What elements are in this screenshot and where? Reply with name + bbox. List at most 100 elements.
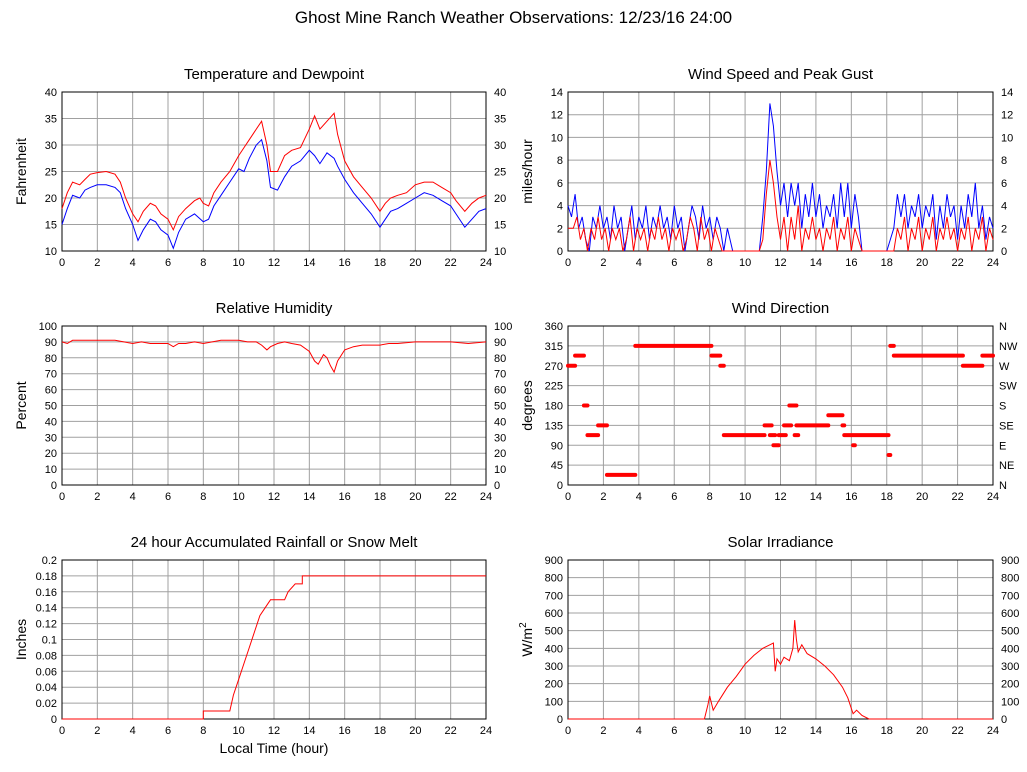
rh-rtick-label-8: 80 (494, 353, 506, 365)
rh-y-axis-label: Percent (13, 381, 29, 429)
wind-series-line-1 (568, 160, 994, 252)
dir-plot-frame (567, 325, 994, 486)
dir-ytick-label-5: 225 (545, 381, 563, 393)
solar-xtick-label-3: 6 (671, 725, 677, 737)
wind-xtick-label-10: 20 (916, 257, 928, 269)
rh-xtick-label-12: 24 (480, 491, 492, 503)
wind-xtick-label-6: 12 (774, 257, 786, 269)
rh-rtick-label-9: 90 (494, 337, 506, 349)
wind-xtick-label-4: 8 (707, 257, 713, 269)
solar-series-line-0 (568, 620, 993, 720)
rain-ytick-label-6: 0.12 (36, 619, 57, 631)
temp-rtick-label-2: 20 (494, 193, 506, 205)
solar-ytick-label-5: 500 (545, 626, 563, 638)
solar-xtick-label-2: 4 (636, 725, 642, 737)
solar-ytick-label-0: 0 (557, 714, 563, 726)
dir-xtick-label-8: 16 (845, 491, 857, 503)
rain-ytick-label-3: 0.06 (36, 666, 57, 678)
rh-ytick-label-8: 80 (45, 353, 57, 365)
dir-xtick-label-0: 0 (565, 491, 571, 503)
temp-ytick-label-2: 20 (45, 193, 57, 205)
rh-plot-frame (61, 325, 487, 486)
rh-xtick-label-2: 4 (130, 491, 136, 503)
solar-y-axis-label-superscript: 2 (518, 622, 529, 628)
dir-xtick-label-5: 10 (739, 491, 751, 503)
dir-ytick-label-3: 135 (545, 420, 563, 432)
wind-xtick-label-11: 22 (951, 257, 963, 269)
solar-ytick-label-2: 200 (545, 679, 563, 691)
rain-ytick-label-9: 0.18 (36, 571, 57, 583)
rain-xtick-label-11: 22 (445, 725, 457, 737)
dir-right-label-4: S (999, 401, 1006, 413)
rh-xtick-label-9: 18 (374, 491, 386, 503)
dir-ytick-label-8: 360 (545, 321, 563, 333)
wind-y-axis-label: miles/hour (519, 139, 535, 204)
wind-rtick-label-4: 8 (1001, 155, 1007, 167)
dir-xtick-label-4: 8 (707, 491, 713, 503)
solar-xtick-label-7: 14 (810, 725, 822, 737)
rh-ytick-label-6: 60 (45, 385, 57, 397)
rh-rtick-label-1: 10 (494, 464, 506, 476)
solar-rtick-label-8: 800 (1001, 573, 1019, 585)
rain-ytick-label-4: 0.08 (36, 650, 57, 662)
rain-xtick-label-5: 10 (233, 725, 245, 737)
rain-ytick-label-8: 0.16 (36, 587, 57, 599)
rh-xtick-label-0: 0 (59, 491, 65, 503)
wind-ytick-label-5: 10 (551, 132, 563, 144)
rh-xtick-label-1: 2 (94, 491, 100, 503)
temp-xtick-label-11: 22 (445, 257, 457, 269)
dir-xtick-label-7: 14 (810, 491, 822, 503)
rh-ytick-label-2: 20 (45, 448, 57, 460)
rh-xtick-label-3: 6 (165, 491, 171, 503)
solar-ytick-label-6: 600 (545, 608, 563, 620)
solar-xtick-label-5: 10 (739, 725, 751, 737)
dir-chart-title: Wind Direction (732, 300, 830, 317)
rain-x-axis-label: Local Time (hour) (220, 740, 329, 756)
solar-rtick-label-5: 500 (1001, 626, 1019, 638)
wind-rtick-label-5: 10 (1001, 132, 1013, 144)
rain-ytick-label-10: 0.2 (42, 555, 57, 567)
rh-xtick-label-8: 16 (339, 491, 351, 503)
temp-plot-frame (61, 91, 487, 252)
dir-ytick-label-7: 315 (545, 341, 563, 353)
rh-xtick-label-4: 8 (200, 491, 206, 503)
rh-ytick-label-0: 0 (51, 480, 57, 492)
dir-right-label-7: NW (999, 341, 1018, 353)
rain-y-axis-label: Inches (13, 619, 29, 660)
solar-ytick-label-7: 700 (545, 590, 563, 602)
rh-rtick-label-4: 40 (494, 416, 506, 428)
rain-xtick-label-8: 16 (339, 725, 351, 737)
wind-ytick-label-1: 2 (557, 223, 563, 235)
temp-y-axis-label: Fahrenheit (13, 138, 29, 205)
rh-rtick-label-5: 50 (494, 401, 506, 413)
wind-rtick-label-6: 12 (1001, 110, 1013, 122)
dir-xtick-label-11: 22 (951, 491, 963, 503)
temp-xtick-label-0: 0 (59, 257, 65, 269)
temp-xtick-label-2: 4 (130, 257, 136, 269)
dir-ytick-label-4: 180 (545, 401, 563, 413)
solar-chart-title: Solar Irradiance (728, 534, 834, 551)
temp-chart-title: Temperature and Dewpoint (184, 66, 365, 83)
solar-xtick-label-11: 22 (951, 725, 963, 737)
rain-ytick-label-2: 0.04 (36, 682, 57, 694)
rh-rtick-label-6: 60 (494, 385, 506, 397)
solar-rtick-label-2: 200 (1001, 679, 1019, 691)
solar-ytick-label-4: 400 (545, 643, 563, 655)
dir-right-label-1: NE (999, 460, 1014, 472)
rain-xtick-label-12: 24 (480, 725, 492, 737)
rain-ytick-label-0: 0 (51, 714, 57, 726)
solar-xtick-label-0: 0 (565, 725, 571, 737)
solar-xtick-label-1: 2 (600, 725, 606, 737)
temp-rtick-label-5: 35 (494, 114, 506, 126)
wind-xtick-label-0: 0 (565, 257, 571, 269)
dir-right-label-0: N (999, 480, 1007, 492)
rain-xtick-label-9: 18 (374, 725, 386, 737)
temp-xtick-label-9: 18 (374, 257, 386, 269)
rh-ytick-label-5: 50 (45, 401, 57, 413)
dir-y-axis-label: degrees (519, 380, 535, 431)
wind-xtick-label-8: 16 (845, 257, 857, 269)
dir-ytick-label-1: 45 (551, 460, 563, 472)
temp-xtick-label-4: 8 (200, 257, 206, 269)
rh-xtick-label-10: 20 (409, 491, 421, 503)
